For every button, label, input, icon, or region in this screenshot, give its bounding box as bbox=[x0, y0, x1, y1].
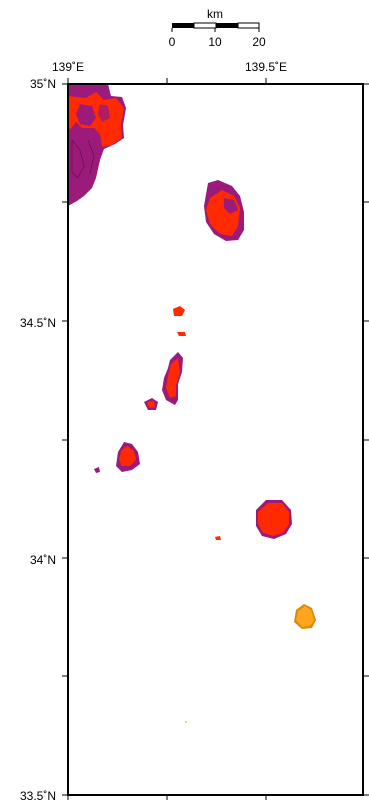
lat-label-34n: 34˚N bbox=[30, 553, 56, 567]
niijima-island bbox=[162, 352, 183, 405]
lat-label-34-5n: 34.5˚N bbox=[20, 316, 56, 330]
lat-label-35n: 35˚N bbox=[30, 77, 56, 91]
oshima-island bbox=[204, 180, 244, 241]
scale-bar: km 0 10 20 bbox=[169, 7, 266, 49]
frame-ticks bbox=[62, 78, 369, 800]
mikurajima-island bbox=[294, 604, 316, 629]
scale-bar-tick-0: 0 bbox=[169, 35, 176, 49]
kozushima-island bbox=[94, 442, 140, 473]
scale-bar-seg-4 bbox=[237, 22, 260, 29]
lat-label-33-5n: 33.5˚N bbox=[20, 789, 56, 800]
miyakejima-island bbox=[215, 500, 292, 540]
scale-bar-seg-1 bbox=[172, 23, 194, 28]
shikinejima-island bbox=[144, 398, 158, 410]
scale-bar-seg-2 bbox=[193, 22, 217, 29]
izu-peninsula-coast bbox=[68, 84, 126, 206]
islet-speck bbox=[185, 721, 187, 723]
toshima-island bbox=[173, 306, 186, 336]
lon-label-139e: 139˚E bbox=[52, 60, 84, 74]
scale-bar-tick-10: 10 bbox=[208, 35, 222, 49]
scale-bar-tick-20: 20 bbox=[252, 35, 266, 49]
scale-bar-title: km bbox=[207, 7, 223, 21]
lon-label-139-5e: 139.5˚E bbox=[245, 60, 287, 74]
land bbox=[68, 84, 316, 723]
scale-bar-seg-3 bbox=[216, 23, 238, 28]
